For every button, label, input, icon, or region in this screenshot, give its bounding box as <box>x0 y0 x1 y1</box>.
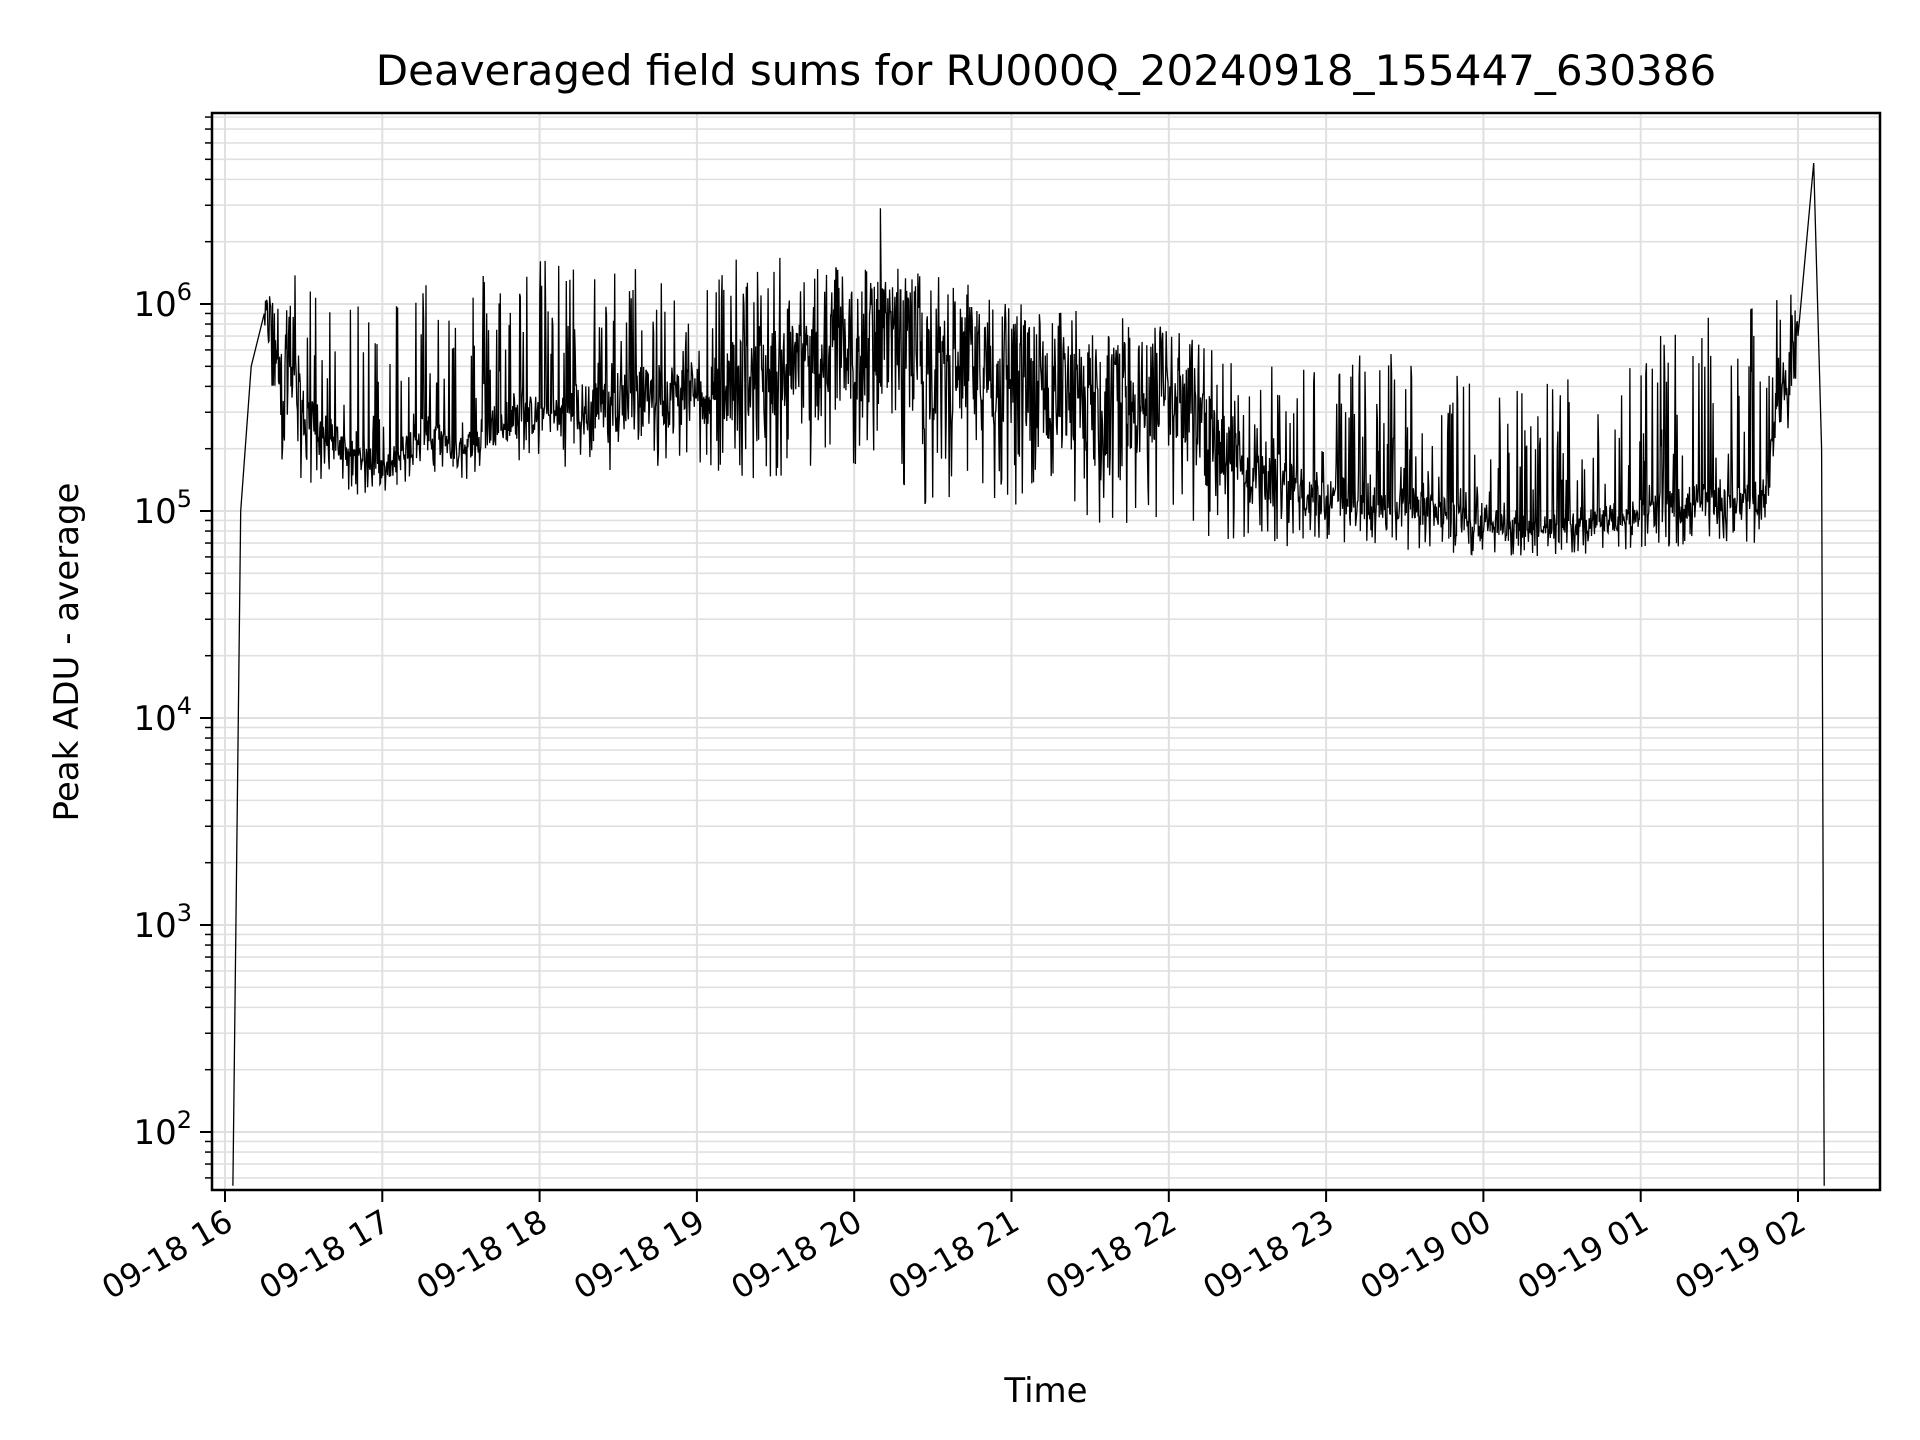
y-tick-label: 104 <box>133 692 192 739</box>
y-tick-base: 10 <box>133 285 176 325</box>
y-tick-label: 103 <box>133 899 192 946</box>
y-tick-base: 10 <box>133 492 176 532</box>
y-tick-exponent: 2 <box>177 1106 192 1134</box>
y-tick-label: 106 <box>133 278 192 325</box>
plot-area <box>232 162 1825 1186</box>
y-tick-exponent: 3 <box>177 899 192 927</box>
chart-title: Deaveraged field sums for RU000Q_2024091… <box>376 46 1716 95</box>
y-tick-base: 10 <box>133 906 176 946</box>
y-tick-base: 10 <box>133 699 176 739</box>
plot-frame <box>210 111 1882 1192</box>
x-axis-label: Time <box>1003 1371 1087 1411</box>
y-tick-exponent: 4 <box>177 692 192 720</box>
y-tick-base: 10 <box>133 1113 176 1153</box>
y-tick-exponent: 5 <box>177 485 192 513</box>
y-axis-label: Peak ADU - average <box>47 483 87 822</box>
y-tick-label: 102 <box>133 1106 192 1153</box>
series-line <box>232 162 1825 1186</box>
y-tick-exponent: 6 <box>177 278 192 306</box>
series-layer <box>232 162 1825 1186</box>
y-tick-label: 105 <box>133 485 192 532</box>
